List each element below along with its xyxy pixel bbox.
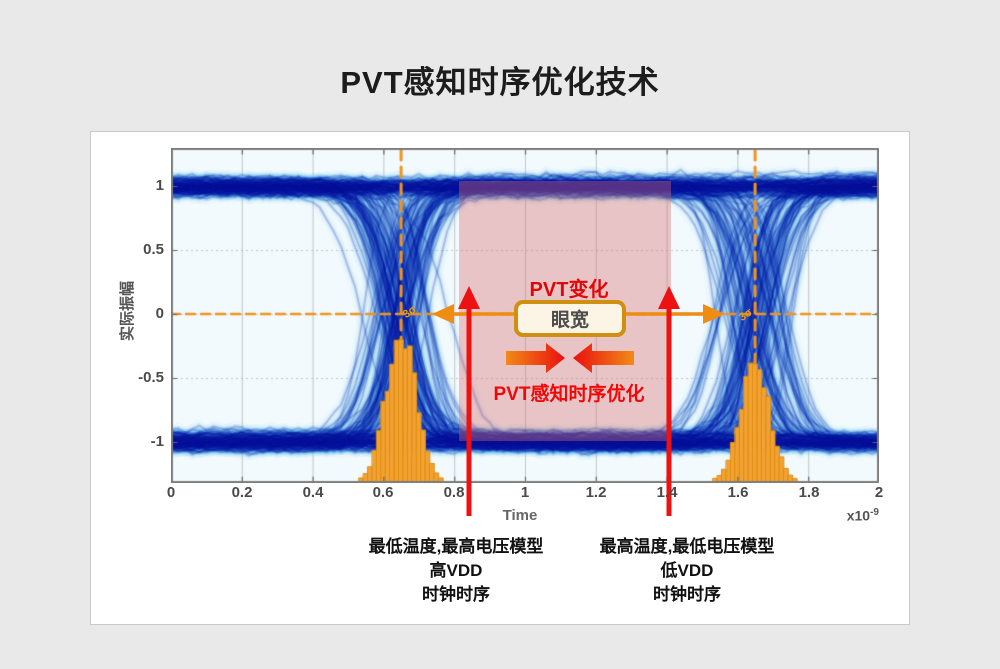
- x-tick-label: 0.2: [231, 484, 253, 501]
- eye-width-box: 眼宽: [514, 300, 626, 337]
- x-tick-label: 0: [166, 484, 176, 501]
- x-exp-base: x10: [846, 507, 871, 524]
- x-tick-label: 0.4: [302, 484, 324, 501]
- x-axis-exponent: x10-9: [779, 507, 879, 524]
- note-left-line2: 高VDD: [429, 561, 483, 580]
- pvt-change-label: PVT变化: [529, 279, 609, 301]
- chart-card: 实际振幅 1 0.5 0 -0.5 -1 0 0.2 0.4 0.6 0.8 1…: [90, 131, 910, 625]
- y-tick-label: 0: [155, 305, 164, 322]
- note-left-line3: 时钟时序: [422, 585, 490, 604]
- x-axis-label: Time: [502, 507, 538, 524]
- note-left-block: 最低温度,最高电压模型 高VDD 时钟时序: [336, 535, 576, 607]
- y-tick-label: -0.5: [138, 369, 164, 386]
- note-left-line1: 最低温度,最高电压模型: [368, 537, 544, 556]
- x-exp-sup: -9: [870, 507, 879, 518]
- x-tick-label: 2: [874, 484, 884, 501]
- note-right-line1: 最高温度,最低电压模型: [599, 537, 775, 556]
- x-tick-label: 1.8: [798, 484, 820, 501]
- x-tick-label: 1.4: [656, 484, 678, 501]
- x-tick-label: 0.6: [372, 484, 394, 501]
- x-tick-label: 1.2: [585, 484, 607, 501]
- x-tick-label: 1.6: [727, 484, 749, 501]
- pvt-optimization-label: PVT感知时序优化: [493, 384, 645, 405]
- note-right-line2: 低VDD: [660, 561, 714, 580]
- note-right-block: 最高温度,最低电压模型 低VDD 时钟时序: [567, 535, 807, 607]
- y-tick-label: 0.5: [143, 241, 164, 258]
- note-right-line3: 时钟时序: [653, 585, 721, 604]
- page-title: PVT感知时序优化技术: [340, 65, 660, 100]
- x-tick-label: 1: [520, 484, 530, 501]
- y-tick-label: 1: [155, 177, 164, 194]
- y-tick-label: -1: [150, 433, 164, 450]
- x-tick-label: 0.8: [443, 484, 465, 501]
